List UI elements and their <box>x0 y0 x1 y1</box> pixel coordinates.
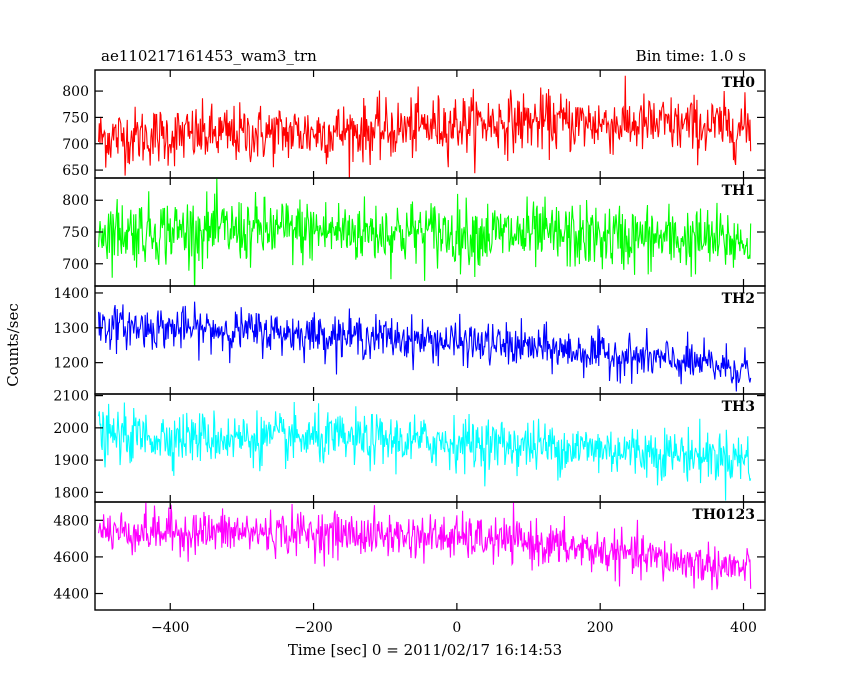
y-tick-label: 4800 <box>53 513 89 529</box>
panel-label-th0: TH0 <box>722 75 756 91</box>
panel-label-th0123: TH0123 <box>692 507 755 523</box>
x-tick-label: 0 <box>452 620 461 636</box>
y-tick-label: 800 <box>62 84 89 100</box>
y-tick-label: 650 <box>62 163 89 179</box>
y-tick-label: 800 <box>62 193 89 209</box>
y-tick-label: 2100 <box>53 389 89 405</box>
panel-th1: 700 750 800 TH1 <box>62 177 766 287</box>
series-th0 <box>98 75 752 178</box>
panel-th0: 650 700 750 800 TH0 <box>62 69 766 179</box>
panel-th2: 1200 1300 1400 TH2 <box>53 285 766 395</box>
series-th1 <box>98 178 752 286</box>
chart-title-right: Bin time: 1.0 s <box>636 47 746 65</box>
y-tick-label: 1900 <box>53 453 89 469</box>
panel-th0123: 4400 4600 4800 TH0123 <box>53 501 766 611</box>
panel-th3: 1800 1900 2000 2100 TH3 <box>53 389 766 503</box>
y-tick-label: 4600 <box>53 550 89 566</box>
y-tick-label: 700 <box>62 257 89 273</box>
y-tick-label: 700 <box>62 137 89 153</box>
x-axis-label: Time [sec] 0 = 2011/02/17 16:14:53 <box>288 641 562 659</box>
panels-group: 650 700 750 800 TH0 700 750 800 TH1 1200 1300 1400 T… <box>53 69 766 636</box>
y-tick-label: 1800 <box>53 485 89 501</box>
y-tick-label: 1400 <box>53 286 89 302</box>
y-tick-label: 750 <box>62 225 89 241</box>
panel-label-th2: TH2 <box>722 291 755 307</box>
y-tick-label: 1300 <box>53 321 89 337</box>
x-tick-label: 400 <box>730 620 757 636</box>
panel-label-th1: TH1 <box>722 183 755 199</box>
y-axis-label: Counts/sec <box>4 303 22 387</box>
series-th3 <box>98 401 752 501</box>
y-tick-label: 2000 <box>53 421 89 437</box>
panel-frame <box>94 285 766 395</box>
x-tick-label: 200 <box>587 620 614 636</box>
x-tick-label: −400 <box>151 620 189 636</box>
series-th0123 <box>98 502 752 591</box>
x-tick-label: −200 <box>294 620 332 636</box>
y-tick-label: 1200 <box>53 356 89 372</box>
panel-label-th3: TH3 <box>722 399 755 415</box>
panel-frame <box>94 501 766 611</box>
y-tick-label: 750 <box>62 110 89 126</box>
chart-title-left: ae110217161453_wam3_trn <box>101 47 317 65</box>
y-tick-label: 4400 <box>53 587 89 603</box>
series-th2 <box>98 301 752 392</box>
